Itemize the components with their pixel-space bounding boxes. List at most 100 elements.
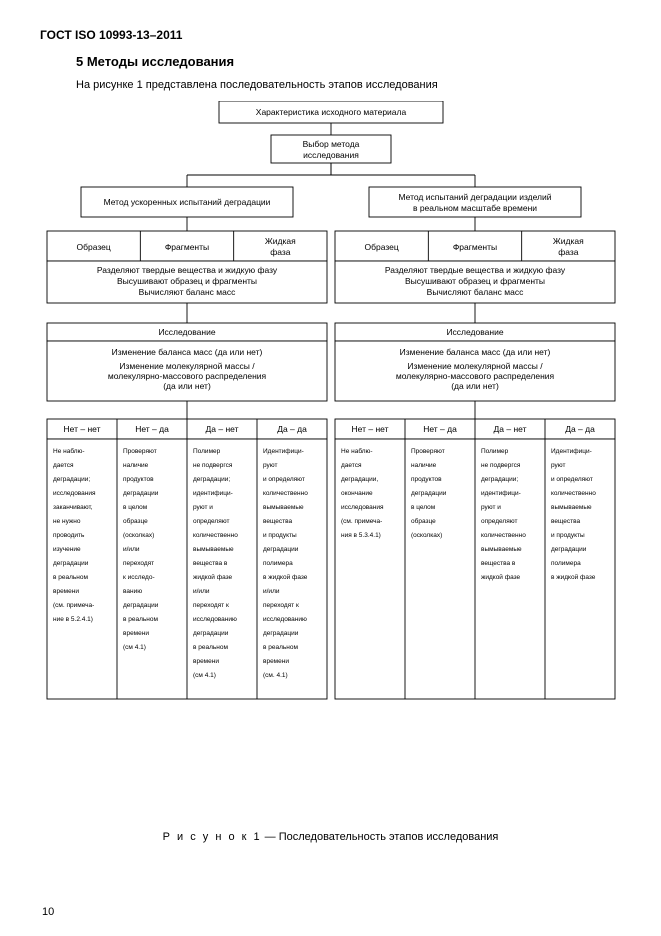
svg-text:(осколках): (осколках)	[123, 532, 154, 539]
svg-text:фаза: фаза	[558, 247, 579, 257]
svg-text:в целом: в целом	[411, 504, 436, 511]
svg-text:Исследование: Исследование	[158, 327, 215, 337]
svg-text:исследования: исследования	[303, 150, 359, 160]
svg-text:Да – нет: Да – нет	[493, 424, 526, 434]
svg-text:Нет – да: Нет – да	[135, 424, 169, 434]
svg-text:Да – да: Да – да	[277, 424, 307, 434]
svg-text:(осколках): (осколках)	[411, 532, 442, 539]
svg-text:Исследование: Исследование	[446, 327, 503, 337]
svg-text:переходят: переходят	[123, 560, 154, 567]
svg-text:в жидкой фазе: в жидкой фазе	[551, 573, 596, 581]
svg-text:жидкой фазе: жидкой фазе	[481, 573, 521, 581]
svg-text:в реальном: в реальном	[53, 574, 88, 581]
svg-text:идентифици-: идентифици-	[481, 490, 521, 497]
svg-text:(см. примеча-: (см. примеча-	[53, 602, 94, 609]
svg-text:Идентифици-: Идентифици-	[551, 448, 592, 455]
svg-text:вымываемые: вымываемые	[551, 504, 592, 511]
svg-text:Метод испытаний деградации изд: Метод испытаний деградации изделий	[398, 192, 551, 202]
svg-text:в реальном: в реальном	[193, 644, 228, 651]
svg-text:определяют: определяют	[481, 518, 517, 525]
svg-text:деградации: деградации	[123, 602, 159, 609]
svg-text:Выбор метода: Выбор метода	[302, 139, 359, 149]
svg-text:Метод ускоренных испытаний дег: Метод ускоренных испытаний деградации	[103, 197, 270, 207]
svg-text:(см 4.1): (см 4.1)	[193, 672, 216, 679]
svg-text:и определяют: и определяют	[551, 476, 593, 483]
svg-text:руют и: руют и	[193, 504, 213, 511]
svg-text:Характеристика исходного матер: Характеристика исходного материала	[255, 107, 406, 117]
svg-text:Изменение баланса масс (да или: Изменение баланса масс (да или нет)	[399, 347, 550, 357]
svg-text:Разделяют твердые вещества и ж: Разделяют твердые вещества и жидкую фазу	[96, 265, 277, 275]
svg-text:Жидкая: Жидкая	[264, 236, 295, 246]
svg-text:(см. примеча-: (см. примеча-	[341, 518, 382, 525]
svg-text:Образец: Образец	[364, 242, 398, 252]
svg-text:исследованию: исследованию	[193, 616, 237, 623]
svg-text:вымываемые: вымываемые	[193, 546, 234, 553]
svg-text:и/или: и/или	[193, 588, 210, 595]
caption-prefix: Р и с у н о к 1	[163, 831, 262, 843]
svg-text:фаза: фаза	[270, 247, 291, 257]
svg-text:руют: руют	[263, 462, 278, 469]
svg-text:деградации: деградации	[263, 630, 299, 637]
svg-text:идентифици-: идентифици-	[193, 490, 233, 497]
svg-text:количественно: количественно	[193, 532, 238, 539]
svg-text:деградации;: деградации;	[53, 476, 90, 483]
svg-text:наличие: наличие	[123, 462, 149, 469]
svg-text:полимера: полимера	[551, 560, 581, 567]
svg-text:деградации: деградации	[123, 490, 159, 497]
svg-text:переходят к: переходят к	[263, 602, 299, 609]
svg-text:ванию: ванию	[123, 588, 142, 595]
svg-text:и продукты: и продукты	[263, 532, 297, 539]
svg-text:молекулярно-массового распреде: молекулярно-массового распределения	[395, 371, 554, 381]
svg-text:вещества: вещества	[551, 518, 580, 525]
svg-text:Не наблю-: Не наблю-	[53, 447, 85, 455]
svg-text:окончание: окончание	[341, 490, 373, 497]
svg-text:вещества в: вещества в	[481, 560, 516, 567]
section-title: 5 Методы исследования	[76, 54, 621, 69]
svg-text:количественно: количественно	[551, 490, 596, 497]
svg-text:Не наблю-: Не наблю-	[341, 447, 373, 455]
svg-text:деградации;: деградации;	[193, 476, 230, 483]
svg-text:ния в 5.3.4.1): ния в 5.3.4.1)	[341, 532, 381, 539]
svg-text:Вычисляют баланс масс: Вычисляют баланс масс	[426, 287, 523, 297]
svg-text:времени: времени	[123, 630, 149, 637]
svg-text:и/или: и/или	[123, 546, 140, 553]
svg-text:вымываемые: вымываемые	[481, 546, 522, 553]
page-number: 10	[42, 906, 54, 918]
svg-text:переходят к: переходят к	[193, 602, 229, 609]
svg-text:образце: образце	[123, 517, 148, 525]
svg-text:(см. 4.1): (см. 4.1)	[263, 672, 288, 679]
svg-text:жидкой фазе: жидкой фазе	[193, 573, 233, 581]
svg-text:в целом: в целом	[123, 504, 148, 511]
svg-text:Изменение молекулярной массы /: Изменение молекулярной массы /	[407, 361, 543, 371]
svg-text:(да или нет): (да или нет)	[163, 381, 211, 391]
svg-text:образце: образце	[411, 517, 436, 525]
svg-text:руют: руют	[551, 462, 566, 469]
svg-text:Идентифици-: Идентифици-	[263, 448, 304, 455]
svg-text:деградации: деградации	[53, 560, 89, 567]
svg-text:деградации,: деградации,	[341, 476, 378, 483]
svg-text:времени: времени	[193, 658, 219, 665]
svg-text:проводить: проводить	[53, 532, 85, 539]
svg-text:Да – да: Да – да	[565, 424, 595, 434]
svg-text:деградации;: деградации;	[481, 476, 518, 483]
svg-text:изучение: изучение	[53, 546, 81, 553]
svg-text:исследования: исследования	[341, 504, 384, 511]
caption-tail: — Последовательность этапов исследования	[265, 831, 499, 843]
svg-text:определяют: определяют	[193, 518, 229, 525]
svg-text:Нет – нет: Нет – нет	[351, 424, 388, 434]
svg-text:количественно: количественно	[481, 532, 526, 539]
svg-text:Фрагменты: Фрагменты	[452, 242, 496, 252]
figure-caption: Р и с у н о к 1 — Последовательность эта…	[40, 831, 621, 843]
svg-text:исследованию: исследованию	[263, 616, 307, 623]
svg-text:Вычисляют баланс масс: Вычисляют баланс масс	[138, 287, 235, 297]
svg-text:дается: дается	[53, 462, 74, 469]
intro-text: На рисунке 1 представлена последовательн…	[76, 79, 621, 91]
svg-text:(см 4.1): (см 4.1)	[123, 644, 146, 651]
svg-text:количественно: количественно	[263, 490, 308, 497]
svg-text:руют и: руют и	[481, 504, 501, 511]
svg-text:и определяют: и определяют	[263, 476, 305, 483]
svg-text:и/или: и/или	[263, 588, 280, 595]
svg-text:Высушивают образец и фрагменты: Высушивают образец и фрагменты	[404, 276, 544, 286]
svg-text:Нет – нет: Нет – нет	[63, 424, 100, 434]
svg-text:дается: дается	[341, 462, 362, 469]
